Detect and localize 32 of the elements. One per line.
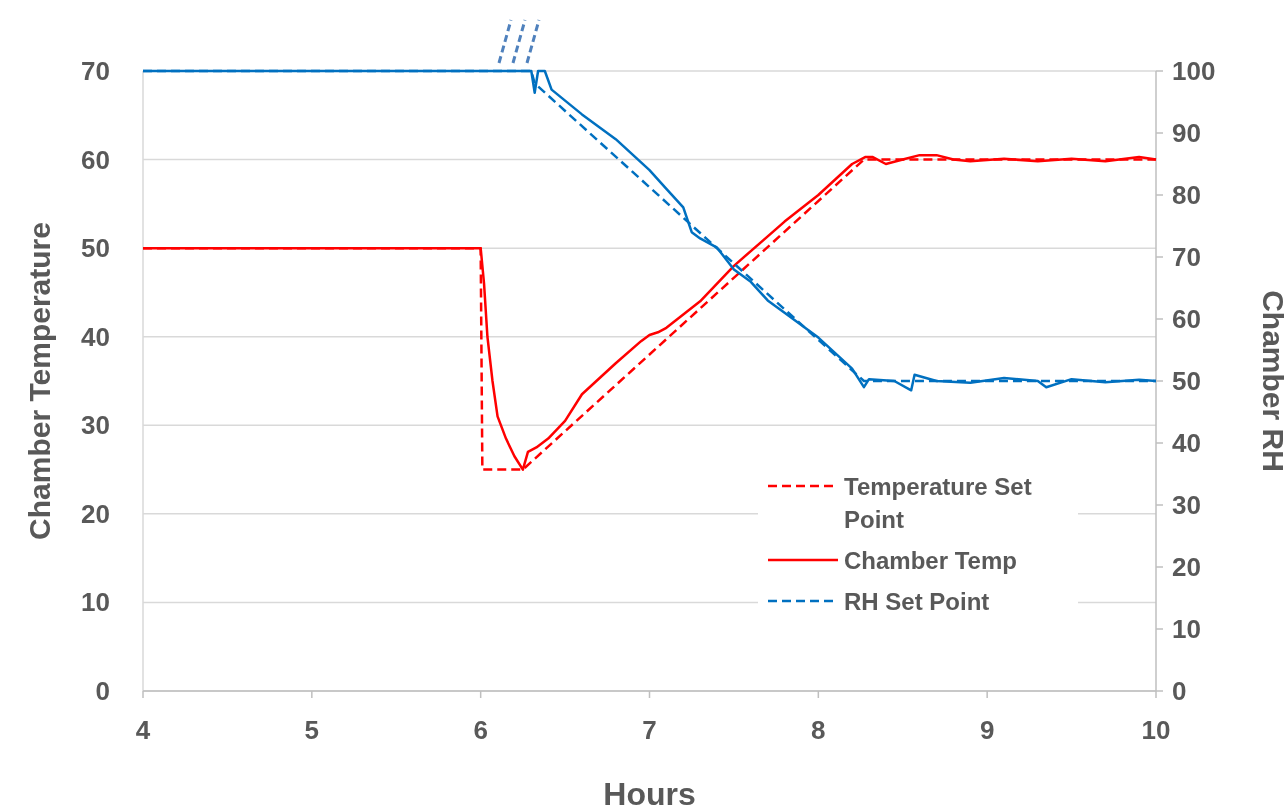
y2-tick-label: 90 <box>1172 118 1201 148</box>
y-tick-label: 50 <box>81 233 110 264</box>
y2-tick-label: 50 <box>1172 366 1201 396</box>
y2-tick-label: 40 <box>1172 428 1201 458</box>
x-tick-label: 9 <box>979 715 995 745</box>
x-tick-label: 5 <box>304 715 320 745</box>
y2-tick-label: 20 <box>1172 552 1201 582</box>
x-axis-title: Hours <box>603 776 696 805</box>
y2-tick-label: 100 <box>1172 56 1216 86</box>
legend-label: Temperature Set Point <box>844 473 1032 533</box>
y-tick-label: 70 <box>81 56 110 86</box>
x-tick-label: 6 <box>473 715 488 745</box>
y2-tick-label: 0 <box>1172 676 1187 706</box>
y-tick-label: 30 <box>81 410 110 441</box>
legend-label: Chamber Temp <box>844 547 1017 574</box>
y-tick-label: 10 <box>81 587 110 618</box>
legend-label: RH Set Point <box>844 588 990 615</box>
x-tick-label: 10 <box>1141 715 1171 745</box>
y2-tick-label: 80 <box>1172 180 1201 210</box>
y-tick-label: 40 <box>81 321 110 352</box>
y2-tick-label: 30 <box>1172 490 1201 520</box>
y-axis-title: Chamber Temperature <box>23 222 56 540</box>
x-tick-label: 4 <box>135 715 151 745</box>
y-tick-label: 20 <box>81 498 110 529</box>
y2-tick-label: 70 <box>1172 242 1201 272</box>
y-tick-label: 60 <box>81 144 110 175</box>
x-tick-label: 7 <box>642 715 657 745</box>
y2-tick-label: 10 <box>1172 614 1201 644</box>
x-tick-label: 8 <box>811 715 826 745</box>
y-tick-label: 0 <box>95 676 110 706</box>
y2-axis-title: Chamber RH <box>1257 290 1284 472</box>
y2-tick-label: 60 <box>1172 304 1201 334</box>
